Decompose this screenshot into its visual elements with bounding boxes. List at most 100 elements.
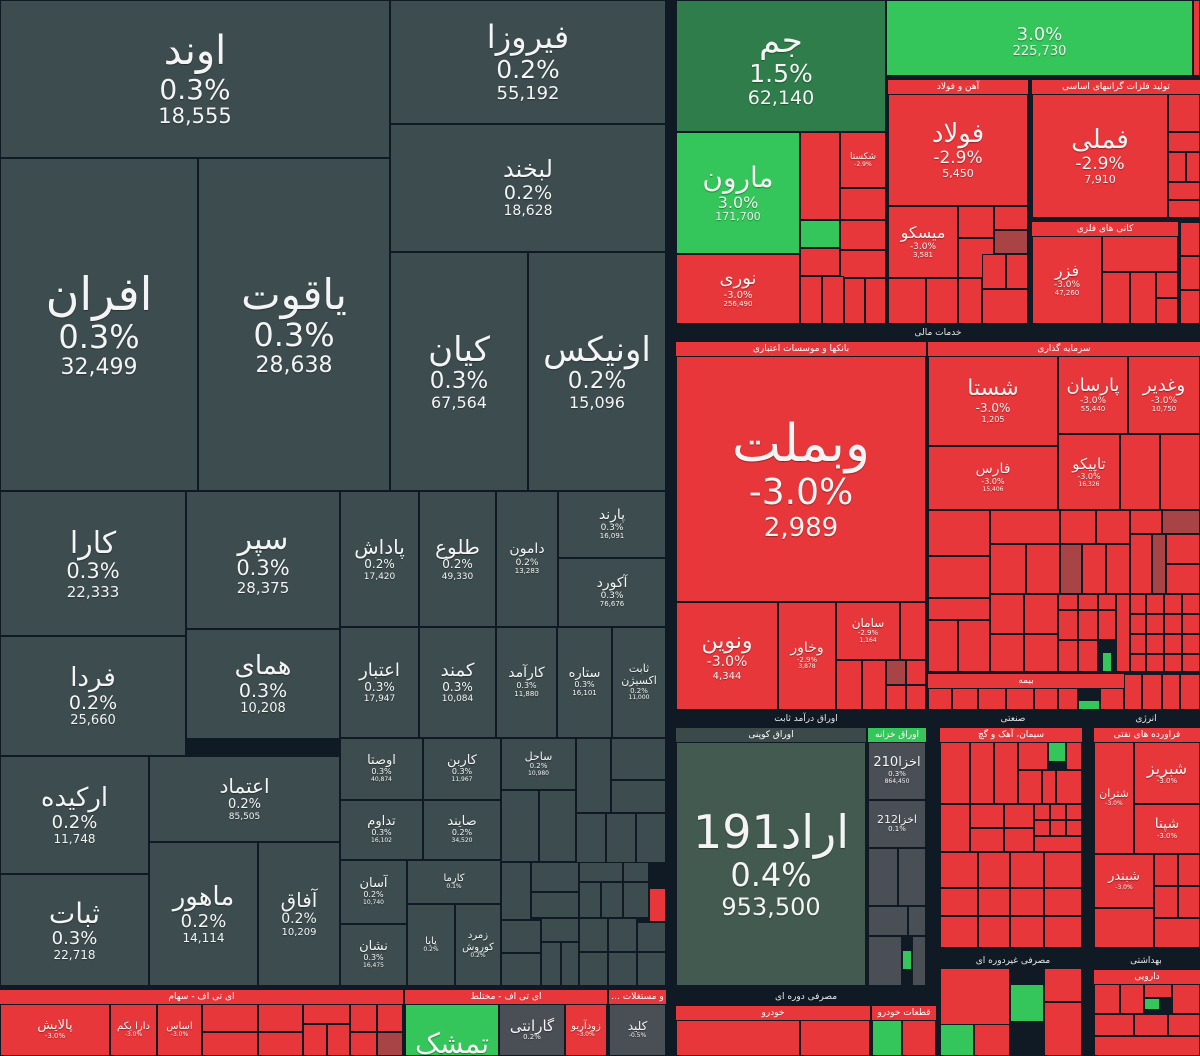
tile-firooza[interactable]: فیروزا 0.2% 55,192 xyxy=(390,0,666,124)
tile-small[interactable] xyxy=(926,278,958,324)
tile-small[interactable] xyxy=(539,790,576,862)
tile-small[interactable] xyxy=(1010,984,1044,1022)
tile-small[interactable] xyxy=(1082,544,1106,594)
tile-small[interactable] xyxy=(1044,968,1082,1002)
tile-small[interactable] xyxy=(1182,594,1200,614)
tile-small[interactable] xyxy=(1130,654,1146,672)
tile-small[interactable] xyxy=(868,936,902,986)
tile-small[interactable] xyxy=(1094,1014,1134,1036)
tile-small[interactable] xyxy=(1004,804,1034,828)
tile-small[interactable] xyxy=(1044,1002,1082,1056)
tile-small[interactable] xyxy=(862,660,886,710)
tile-small[interactable] xyxy=(1144,984,1172,998)
tile-small[interactable] xyxy=(1010,888,1044,916)
tile-sayand[interactable]: صایند 0.2% 34,520 xyxy=(423,800,501,860)
tile-small[interactable] xyxy=(576,738,611,813)
tile-small[interactable] xyxy=(1024,594,1058,634)
tile-neshan[interactable]: نشان 0.3% 16,475 xyxy=(340,924,407,986)
tile-small[interactable] xyxy=(868,848,898,906)
tile-small[interactable] xyxy=(1098,594,1116,610)
tile-small[interactable] xyxy=(994,206,1028,230)
tile-small[interactable] xyxy=(1186,152,1200,182)
tile-small[interactable] xyxy=(958,206,994,238)
tile-tolou[interactable]: طلوع 0.2% 49,330 xyxy=(419,491,496,627)
tile-small[interactable] xyxy=(350,1004,377,1032)
tile-small[interactable] xyxy=(377,1004,403,1032)
tile-small[interactable] xyxy=(908,906,926,936)
tile-small[interactable] xyxy=(1164,614,1182,634)
tile-small[interactable] xyxy=(1034,804,1050,820)
tile-farda[interactable]: فردا 0.2% 25,660 xyxy=(0,636,186,756)
tile-small[interactable] xyxy=(601,882,623,918)
tile-small[interactable] xyxy=(1178,854,1200,886)
tile-small[interactable] xyxy=(994,230,1028,254)
tile-small[interactable] xyxy=(1162,510,1200,534)
tile-small[interactable] xyxy=(1154,886,1178,918)
tile-small[interactable] xyxy=(990,594,1024,634)
tile-small[interactable] xyxy=(649,888,666,922)
tile-small[interactable] xyxy=(872,1020,902,1056)
tile-tadavom[interactable]: تداوم 0.3% 16,102 xyxy=(340,800,423,860)
tile-kelid[interactable]: کلید -0.5% xyxy=(609,1004,666,1056)
tile-small[interactable] xyxy=(1146,654,1164,672)
tile-sahel[interactable]: ساحل 0.2% 10,980 xyxy=(501,738,576,790)
tile-small[interactable] xyxy=(606,813,636,863)
tile-small[interactable] xyxy=(840,250,886,278)
tile-small[interactable] xyxy=(579,882,601,918)
tile-small[interactable] xyxy=(1034,688,1058,710)
tile-small[interactable] xyxy=(1168,1014,1200,1036)
tile-small[interactable] xyxy=(1156,298,1178,324)
tile-small[interactable] xyxy=(1006,254,1028,289)
tile-small[interactable] xyxy=(676,1020,800,1056)
tile-small[interactable] xyxy=(1058,594,1078,610)
tile-small[interactable] xyxy=(1066,804,1082,820)
tile-small[interactable] xyxy=(1156,272,1178,298)
tile-small[interactable] xyxy=(1180,256,1200,290)
tile-small[interactable] xyxy=(1042,770,1056,804)
tile-small[interactable] xyxy=(836,660,862,710)
tile-small[interactable] xyxy=(844,278,865,324)
tile-small[interactable] xyxy=(940,804,970,852)
tile-small[interactable] xyxy=(1094,908,1154,948)
tile-small[interactable] xyxy=(623,882,649,918)
tile-orkideh[interactable]: ارکیده 0.2% 11,748 xyxy=(0,756,149,874)
tile-small[interactable] xyxy=(902,1020,936,1056)
tile-small[interactable] xyxy=(1034,836,1082,852)
tile-small[interactable] xyxy=(611,780,666,813)
tile-small[interactable] xyxy=(1094,1036,1200,1056)
tile-small[interactable] xyxy=(970,828,1004,852)
tile-small[interactable] xyxy=(579,952,608,986)
tile-tamashk[interactable]: تمشک xyxy=(405,1004,499,1056)
tile-small[interactable] xyxy=(1078,640,1098,672)
tile-small[interactable] xyxy=(531,892,579,918)
tile-small[interactable] xyxy=(623,862,649,882)
tile-small[interactable] xyxy=(1193,0,1200,76)
tile-akord[interactable]: آکورد 0.3% 76,676 xyxy=(558,558,666,627)
tile-small[interactable] xyxy=(1106,544,1130,594)
tile-small[interactable] xyxy=(1098,610,1116,640)
tile-small[interactable] xyxy=(1120,984,1144,1014)
tile-palayesh[interactable]: پالایش -3.0% xyxy=(0,1004,110,1056)
tile-small[interactable] xyxy=(982,254,1006,289)
tile-small[interactable] xyxy=(531,862,579,892)
tile-small[interactable] xyxy=(1168,182,1200,200)
tile-small[interactable] xyxy=(990,510,1060,544)
tile-small[interactable] xyxy=(800,248,840,276)
tile-karma[interactable]: کارما 0.1% xyxy=(407,860,501,904)
tile-small[interactable] xyxy=(1130,634,1146,654)
tile-small[interactable] xyxy=(912,936,926,986)
tile-shepna[interactable]: شپنا -3.0% xyxy=(1134,804,1200,854)
tile-small[interactable] xyxy=(541,942,561,986)
tile-garanti[interactable]: گارانتی 0.2% xyxy=(499,1004,565,1056)
tile-small[interactable] xyxy=(1026,544,1060,594)
tile-fars[interactable]: فارس -3.0% 15,406 xyxy=(928,446,1058,510)
tile-small[interactable] xyxy=(1056,770,1082,804)
tile-small[interactable] xyxy=(1166,564,1200,594)
tile-parand[interactable]: پارند 0.3% 16,091 xyxy=(558,491,666,558)
tile-small[interactable] xyxy=(1164,654,1182,672)
tile-small[interactable] xyxy=(1162,674,1180,710)
tile-etebar[interactable]: اعتبار 0.3% 17,947 xyxy=(340,627,419,738)
tile-shabriz[interactable]: شبریز -3.0% xyxy=(1134,742,1200,804)
tile-dara-yekom[interactable]: دارا یکم -3.0% xyxy=(110,1004,157,1056)
tile-small[interactable] xyxy=(928,556,990,598)
